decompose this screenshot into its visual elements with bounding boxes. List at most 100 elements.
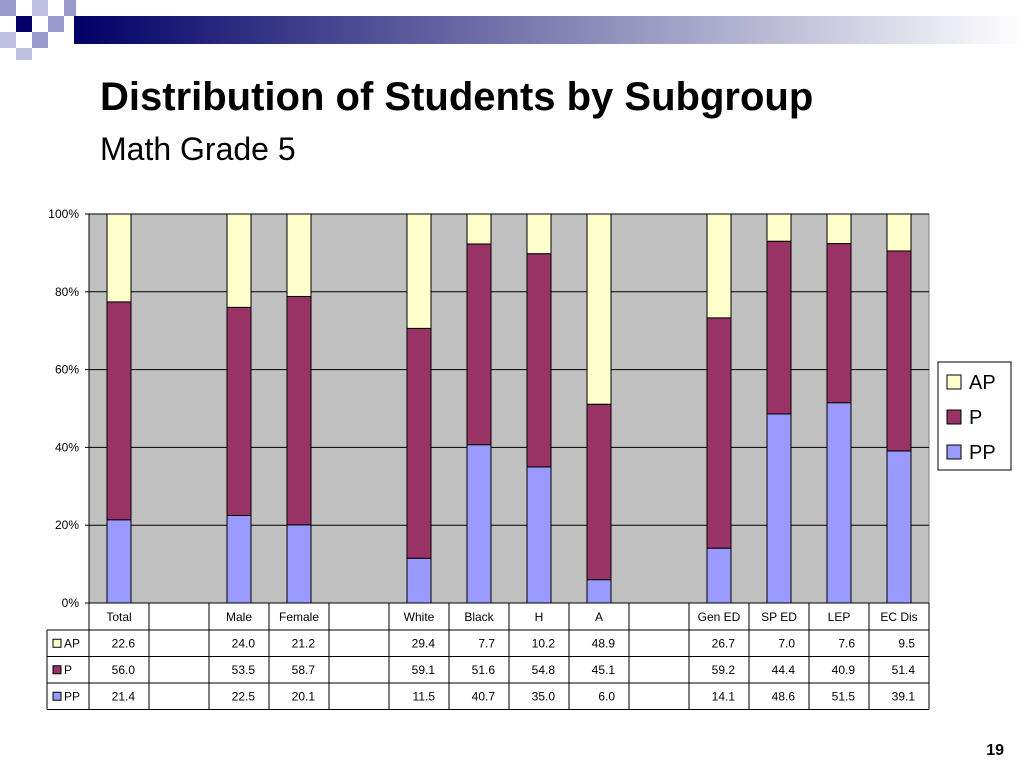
legend-key-pp bbox=[946, 444, 962, 460]
table-cell: 40.9 bbox=[832, 663, 856, 677]
row-key-p bbox=[52, 665, 62, 675]
plot-area bbox=[88, 213, 930, 604]
table-cell: 29.4 bbox=[412, 636, 436, 650]
bar-segment-ap bbox=[586, 213, 612, 405]
table-cell: 6.0 bbox=[598, 689, 615, 703]
table-cell: 20.1 bbox=[292, 689, 316, 703]
table-cell: 10.2 bbox=[532, 636, 556, 650]
table-cell: 35.0 bbox=[532, 689, 556, 703]
slide-title: Distribution of Students by Subgroup bbox=[100, 75, 814, 119]
bar-segment-pp bbox=[706, 547, 732, 604]
bar-segment-ap bbox=[826, 213, 852, 245]
table-cell: 14.1 bbox=[712, 689, 736, 703]
y-tick-label: 60% bbox=[55, 363, 79, 377]
row-key-pp bbox=[52, 691, 62, 701]
slide-number: 19 bbox=[986, 742, 1004, 759]
bar-segment-p bbox=[586, 403, 612, 581]
table-cell: 24.0 bbox=[232, 636, 256, 650]
table-cell: 58.7 bbox=[292, 663, 316, 677]
table-cell: 9.5 bbox=[898, 636, 915, 650]
row-label: AP bbox=[64, 636, 80, 650]
category-label: Female bbox=[279, 610, 319, 624]
row-key-ap bbox=[52, 638, 62, 648]
y-tick-label: 20% bbox=[55, 518, 79, 532]
table-cell: 48.6 bbox=[772, 689, 796, 703]
category-label: SP ED bbox=[761, 610, 797, 624]
legend-label: P bbox=[969, 407, 982, 429]
bar-segment-pp bbox=[826, 402, 852, 604]
bar-segment-p bbox=[226, 306, 252, 516]
bar-segment-pp bbox=[766, 413, 792, 604]
table-cell: 59.1 bbox=[412, 663, 436, 677]
bar-segment-ap bbox=[706, 213, 732, 319]
category-label: A bbox=[595, 610, 603, 624]
y-axis: 0% 20% 40% 60% 80% 100% bbox=[48, 207, 90, 610]
table-cell: 26.7 bbox=[712, 636, 736, 650]
bar-segment-p bbox=[406, 327, 432, 559]
bar-segment-pp bbox=[226, 514, 252, 604]
category-label: Total bbox=[106, 610, 131, 624]
bar-segment-ap bbox=[406, 213, 432, 329]
category-label: EC Dis bbox=[880, 610, 917, 624]
title-decoration bbox=[0, 0, 1024, 60]
slide-subtitle: Math Grade 5 bbox=[100, 131, 296, 167]
legend-label: PP bbox=[969, 442, 996, 464]
bar-segment-ap bbox=[226, 213, 252, 308]
table-cell: 59.2 bbox=[712, 663, 736, 677]
table-cell: 56.0 bbox=[112, 663, 136, 677]
bar-segment-pp bbox=[526, 466, 552, 604]
y-tick-label: 0% bbox=[62, 596, 80, 610]
table-cell: 51.4 bbox=[892, 663, 916, 677]
table-cell: 44.4 bbox=[772, 663, 796, 677]
bar-segment-p bbox=[826, 243, 852, 404]
bar-segment-p bbox=[706, 317, 732, 549]
bar-segment-p bbox=[106, 301, 132, 521]
table-cell: 22.6 bbox=[112, 636, 136, 650]
bar-segment-ap bbox=[286, 213, 312, 297]
bar-segment-ap bbox=[106, 213, 132, 303]
bar-segment-p bbox=[886, 250, 912, 452]
y-tick-label: 40% bbox=[55, 440, 79, 454]
bar-segment-pp bbox=[586, 579, 612, 604]
bar-segment-pp bbox=[466, 444, 492, 604]
table-cell: 39.1 bbox=[892, 689, 916, 703]
row-label: P bbox=[64, 663, 72, 677]
row-label: PP bbox=[64, 689, 80, 703]
category-label: Gen ED bbox=[698, 610, 741, 624]
bar-segment-p bbox=[466, 243, 492, 446]
category-label: Male bbox=[226, 610, 252, 624]
y-tick-label: 80% bbox=[55, 285, 79, 299]
y-tick-label: 100% bbox=[48, 207, 79, 221]
data-table: Total Male Female White Black H A Gen ED SP ED LE… bbox=[46, 603, 930, 710]
bar-segment-ap bbox=[886, 213, 912, 252]
bar-segment-ap bbox=[766, 213, 792, 242]
table-cell: 7.7 bbox=[478, 636, 495, 650]
bar-segment-pp bbox=[106, 519, 132, 604]
legend-key-p bbox=[946, 409, 962, 425]
table-cell: 48.9 bbox=[592, 636, 616, 650]
bar-segment-ap bbox=[466, 213, 492, 245]
table-cell: 7.6 bbox=[838, 636, 855, 650]
bar-segment-p bbox=[766, 240, 792, 415]
table-cell: 22.5 bbox=[232, 689, 256, 703]
table-cell: 11.5 bbox=[413, 689, 436, 703]
category-label: H bbox=[535, 610, 544, 624]
table-cell: 51.6 bbox=[472, 663, 496, 677]
legend-label: AP bbox=[969, 372, 996, 394]
bar-segment-pp bbox=[886, 450, 912, 604]
bar-segment-ap bbox=[526, 213, 552, 255]
category-label: LEP bbox=[828, 610, 851, 624]
legend-key-ap bbox=[946, 374, 962, 390]
bar-segment-p bbox=[286, 295, 312, 526]
table-cell: 53.5 bbox=[232, 663, 256, 677]
table-cell: 40.7 bbox=[472, 689, 496, 703]
category-label: White bbox=[404, 610, 435, 624]
table-cell: 21.4 bbox=[112, 689, 136, 703]
category-label: Black bbox=[464, 610, 494, 624]
table-cell: 51.5 bbox=[832, 689, 856, 703]
table-cell: 45.1 bbox=[592, 663, 616, 677]
bar-segment-pp bbox=[286, 524, 312, 604]
bar-segment-pp bbox=[406, 557, 432, 604]
